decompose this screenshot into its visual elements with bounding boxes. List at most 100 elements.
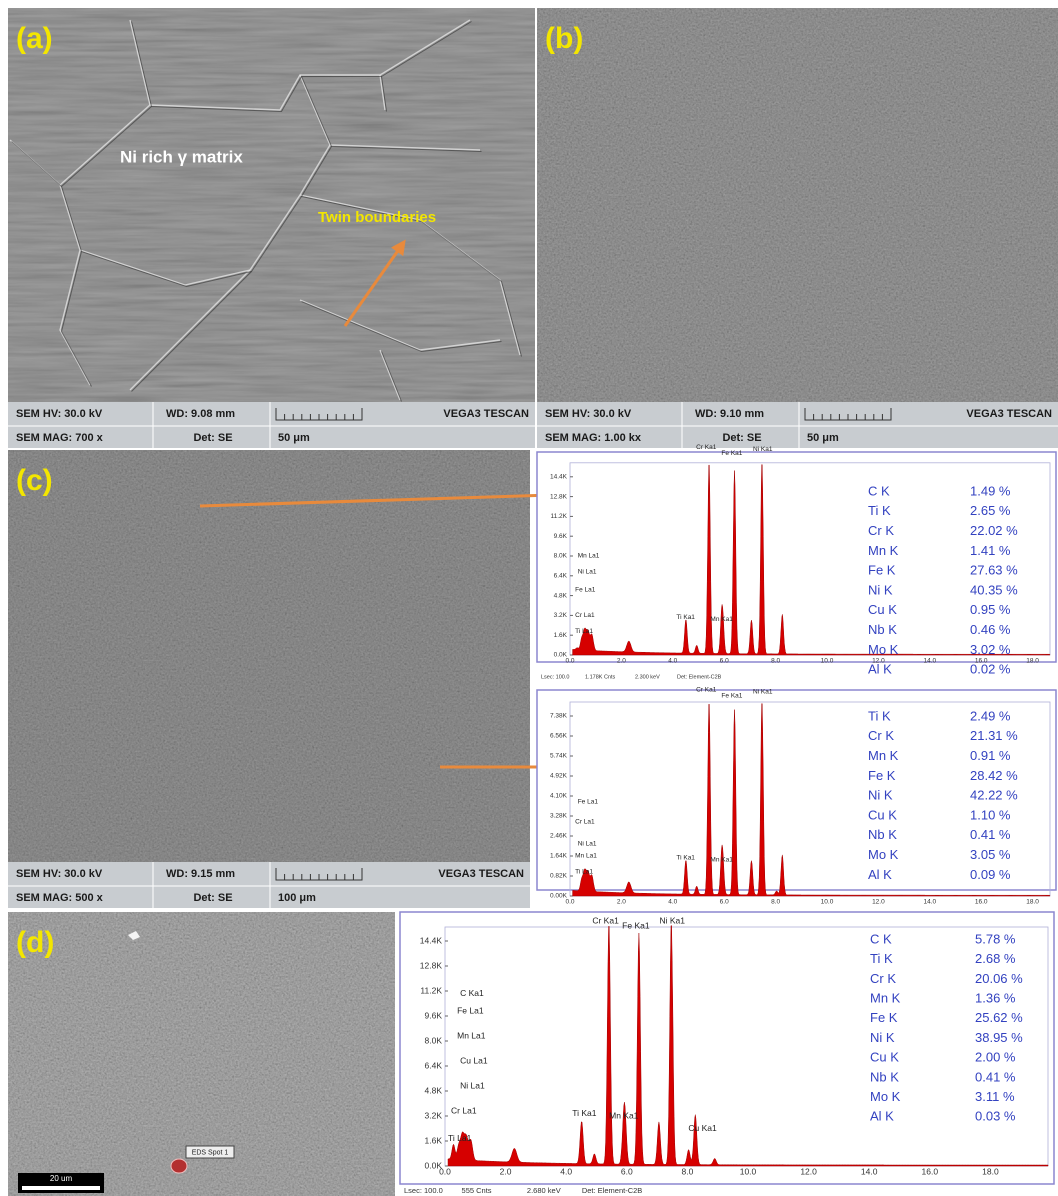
element: Mn K [868,543,899,558]
annotation: Ni rich γ matrix [120,147,243,166]
peak-label: Mn Ka1 [710,616,733,623]
figure: (a)Ni rich γ matrixTwin boundariesSEM HV… [0,0,1058,1196]
peak-label: Fe Ka1 [721,693,742,700]
weight-percent: 0.02 % [970,662,1011,677]
y-tick-label: 0.82K [550,873,568,880]
spectrum-footer: 2.300 keV [635,674,660,680]
element: Ni K [868,788,893,803]
element: Cu K [870,1050,899,1065]
peak-label: Cr La1 [575,612,595,619]
peak-label: Cr Ka1 [592,915,619,925]
y-tick-label: 2.46K [550,833,568,840]
y-tick-label: 3.2K [554,612,568,619]
element: Ni K [868,582,893,597]
weight-percent: 0.91 % [970,748,1011,763]
peak-label: Ni La1 [578,569,597,576]
peak-label: Ni La1 [578,841,597,848]
spectrum-frame [400,912,1054,1184]
scale-label: 20 um [50,1174,73,1183]
x-tick-label: 8.0 [771,658,780,665]
panel-label: (d) [16,926,54,959]
weight-percent: 0.41 % [975,1069,1016,1084]
element: Mn K [870,991,901,1006]
x-tick-label: 10.0 [821,658,834,665]
info-text: VEGA3 TESCAN [443,408,529,420]
x-tick-label: 0.0 [565,658,574,665]
y-tick-label: 4.8K [554,592,568,599]
x-tick-label: 10.0 [740,1166,757,1176]
x-tick-label: 4.0 [668,899,677,906]
info-text: Det: SE [722,432,761,444]
x-tick-label: 14.0 [923,899,936,906]
peak-label: Cu La1 [460,1055,488,1065]
x-tick-label: 0.0 [565,899,574,906]
element: Fe K [868,563,896,578]
peak-label: Ni Ka1 [753,689,773,696]
x-tick-label: 16.0 [975,899,988,906]
info-text: VEGA3 TESCAN [966,408,1052,420]
y-tick-label: 9.6K [425,1010,443,1020]
y-tick-label: 3.28K [550,813,568,820]
weight-percent: 27.63 % [970,563,1018,578]
element: Nb K [868,622,897,637]
y-tick-label: 1.6K [425,1135,443,1145]
weight-percent: 42.22 % [970,788,1018,803]
weight-percent: 1.41 % [970,543,1011,558]
x-tick-label: 6.0 [720,658,729,665]
weight-percent: 1.36 % [975,991,1016,1006]
x-tick-label: 8.0 [681,1166,693,1176]
weight-percent: 0.95 % [970,602,1011,617]
element: Al K [870,1109,894,1124]
y-tick-label: 12.8K [550,493,568,500]
peak-label: Ti Ka1 [572,1108,597,1118]
y-tick-label: 4.10K [550,793,568,800]
element: Fe K [868,768,896,783]
element: Ti K [870,951,893,966]
weight-percent: 25.62 % [975,1010,1023,1025]
eds-spot [171,1159,187,1173]
peak-label: Fe La1 [578,799,599,806]
peak-label: Mn La1 [457,1030,486,1040]
x-tick-label: 2.0 [500,1166,512,1176]
element: Mo K [868,642,899,657]
y-tick-label: 12.8K [420,960,443,970]
element: Ni K [870,1030,895,1045]
panel-label: (c) [16,464,53,497]
x-tick-label: 18.0 [1026,658,1039,665]
info-text: SEM HV: 30.0 kV [16,868,103,880]
spectrum-footer: 2.680 keV [527,1186,561,1195]
peak-label: Ni Ka1 [753,446,773,453]
y-tick-label: 1.6K [554,632,568,639]
x-tick-label: 6.0 [621,1166,633,1176]
element: Cr K [870,971,896,986]
info-text: SEM MAG: 1.00 kx [545,432,642,444]
weight-percent: 28.42 % [970,768,1018,783]
weight-percent: 20.06 % [975,971,1023,986]
y-tick-label: 9.6K [554,533,568,540]
x-tick-label: 0.0 [439,1166,451,1176]
peak-label: Ti La1 [575,628,593,635]
peak-label: Mn La1 [578,553,600,560]
element: Mo K [870,1089,901,1104]
y-tick-label: 4.8K [425,1085,443,1095]
y-tick-label: 4.92K [550,773,568,780]
x-tick-label: 6.0 [720,899,729,906]
x-tick-label: 14.0 [861,1166,878,1176]
info-text: 100 μm [278,892,316,904]
info-text: WD: 9.08 mm [166,408,235,420]
element: Nb K [870,1069,899,1084]
spectrum-footer: Lsec: 100.0 [541,674,569,680]
weight-percent: 3.11 % [975,1089,1015,1104]
info-text: SEM MAG: 500 x [16,892,104,904]
weight-percent: 1.10 % [970,807,1011,822]
x-tick-label: 18.0 [982,1166,999,1176]
peak-label: Fe Ka1 [721,450,742,457]
element: Cu K [868,807,897,822]
peak-label: Cr Ka1 [696,444,717,451]
info-text: SEM MAG: 700 x [16,432,104,444]
peak-label: Ti Ka1 [676,614,695,621]
y-tick-label: 7.38K [550,713,568,720]
element: Mn K [868,748,899,763]
weight-percent: 1.49 % [970,483,1011,498]
panel-label: (a) [16,22,53,55]
